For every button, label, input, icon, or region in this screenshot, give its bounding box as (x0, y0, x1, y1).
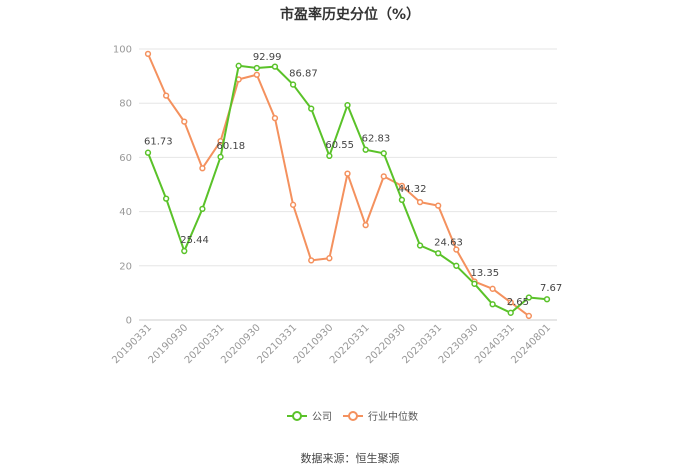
series-1-point[interactable] (289, 201, 297, 208)
y-axis-ticks: 0 20 40 60 80 100 (113, 45, 132, 327)
series-1-point[interactable] (507, 299, 514, 306)
series-0-point[interactable] (271, 63, 279, 70)
series-1-point[interactable] (362, 222, 369, 229)
legend: 公司 行业中位数 (287, 410, 418, 423)
series-0-point[interactable] (326, 152, 333, 160)
series-1-point[interactable] (162, 92, 170, 99)
y-tick-label: 0 (126, 316, 132, 327)
series-0-point[interactable] (435, 250, 442, 257)
data-label: 62.83 (362, 134, 391, 145)
series-0-point[interactable] (453, 262, 460, 269)
data-label: 24.63 (434, 237, 463, 248)
series-0-point[interactable] (199, 205, 206, 213)
series-1-point[interactable] (380, 173, 387, 180)
series-0-point[interactable] (525, 294, 533, 301)
series-1-point[interactable] (344, 170, 351, 177)
legend-label-industry-median: 行业中位数 (368, 410, 418, 423)
series-line-1 (147, 53, 530, 317)
series-0-point[interactable] (162, 195, 170, 202)
data-label: 61.73 (144, 137, 173, 148)
series-1-point[interactable] (525, 312, 533, 320)
series-0-point[interactable] (253, 64, 260, 72)
series-1-point[interactable] (253, 71, 260, 78)
series-0-point[interactable] (235, 62, 242, 69)
series-0-point[interactable] (362, 146, 369, 153)
data-label: 7.67 (540, 283, 562, 294)
series-0-point[interactable] (217, 153, 224, 161)
series-0-point[interactable] (344, 101, 351, 109)
data-label: 60.18 (217, 141, 246, 152)
y-tick-label: 60 (119, 153, 132, 164)
data-source-note: 数据来源：恒生聚源 (301, 451, 400, 465)
legend-item-company[interactable]: 公司 (287, 411, 332, 423)
series-0-point[interactable] (181, 247, 188, 255)
series-1-point[interactable] (416, 198, 424, 206)
series-1-point[interactable] (398, 182, 406, 190)
series-1-point[interactable] (435, 202, 442, 209)
series-0-point[interactable] (471, 280, 478, 287)
y-tick-label: 40 (119, 207, 132, 218)
series-1-point[interactable] (489, 285, 496, 292)
series-1-point[interactable] (308, 257, 315, 264)
series-1-point[interactable] (271, 114, 279, 122)
data-label: 25.44 (180, 235, 209, 246)
legend-swatch-industry-marker (348, 411, 358, 421)
legend-swatch-company-marker (292, 411, 302, 421)
legend-label-company: 公司 (312, 412, 332, 423)
series-1-point[interactable] (144, 50, 152, 58)
series-0-point[interactable] (398, 196, 406, 204)
series-0-point[interactable] (380, 150, 387, 157)
series-1-point[interactable] (453, 246, 460, 253)
series-0-point[interactable] (308, 105, 315, 112)
series-0-point[interactable] (489, 301, 496, 308)
y-tick-label: 20 (119, 261, 132, 272)
series-0-point[interactable] (289, 81, 297, 88)
data-label: 44.32 (398, 184, 427, 195)
series-1-point[interactable] (181, 118, 188, 125)
series-0-point[interactable] (416, 242, 424, 249)
series-0-point[interactable] (507, 309, 514, 316)
data-label: 2.65 (507, 297, 529, 308)
data-label: 13.35 (470, 268, 499, 279)
x-tick-label: 20240801 (509, 322, 553, 366)
series-1-point[interactable] (199, 165, 206, 172)
data-label: 86.87 (289, 69, 318, 80)
series-lines (144, 50, 551, 320)
grid-lines (139, 48, 557, 321)
series-1-point[interactable] (326, 255, 333, 262)
y-tick-label: 80 (119, 99, 132, 110)
chart-title: 市盈率历史分位（%） (280, 6, 420, 23)
series-0-point[interactable] (144, 149, 152, 156)
data-labels: 61.73 25.44 60.18 92.99 86.87 60.55 62.83 44.32… (144, 52, 562, 308)
series-0-point[interactable] (543, 296, 551, 303)
legend-item-industry-median[interactable]: 行业中位数 (343, 410, 418, 423)
data-label: 92.99 (253, 52, 282, 63)
y-tick-label: 100 (113, 45, 132, 56)
x-axis-ticks: 2019033120190930202003312020093020210331… (110, 322, 553, 366)
data-label: 60.55 (325, 140, 354, 151)
